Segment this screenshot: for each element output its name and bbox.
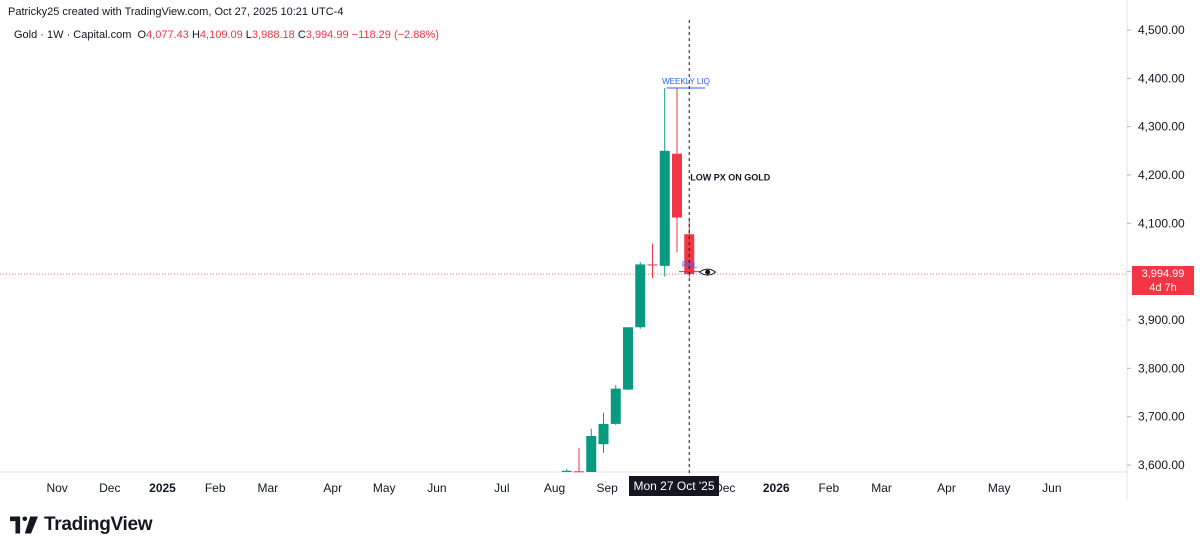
eye-pupil [705,269,711,275]
x-tick-label: Mar [871,481,892,495]
low-value: 3,988.18 [251,29,295,41]
current-price-badge: 3,994.99 4d 7h [1132,266,1194,295]
low-px-on-gold-note: LOW PX ON GOLD [690,172,770,182]
low-label: L [245,29,252,41]
close-value: 3,994.99 [305,29,349,41]
candle-body [574,471,584,473]
x-tick-label: Jun [427,481,446,495]
candle[interactable] [610,385,621,425]
crosshair-date-badge: Mon 27 Oct '25 [629,476,719,496]
x-tick-label: Nov [46,481,67,495]
candle[interactable] [598,412,609,453]
y-tick-label: 3,600.00 [1138,458,1185,472]
x-tick-label: Apr [323,481,342,495]
ohlc-legend: Gold · 1W · Capital.com O4,077.43 H4,109… [14,29,439,41]
x-tick-label: Apr [937,481,956,495]
candle[interactable] [623,327,633,391]
candle-body [672,153,682,218]
tradingview-wordmark: TradingView [44,514,153,535]
high-value: 4,109.09 [199,29,243,41]
symbol-info[interactable]: Gold · 1W · Capital.com [14,29,132,41]
candle[interactable] [561,468,572,472]
y-tick-label: 4,500.00 [1138,23,1185,37]
open-value: 4,077.43 [146,29,189,41]
tradingview-logo-icon [10,516,38,534]
current-price-value: 3,994.99 [1141,268,1185,280]
y-tick-label: 4,300.00 [1138,120,1185,134]
x-tick-label: Sep [596,481,618,495]
x-tick-label: May [373,481,396,495]
candle[interactable] [635,262,646,329]
change-value: −118.29 (−2.88%) [351,29,439,41]
y-tick-label: 4,100.00 [1138,216,1185,230]
candle-body [610,388,621,424]
x-tick-label: Jul [494,481,509,495]
candle[interactable] [574,448,584,473]
pdl-label: PDL [682,261,698,270]
candle-body [598,423,609,445]
tradingview-brand[interactable]: TradingView [10,514,153,536]
candle-body [647,264,658,266]
candle[interactable] [659,88,670,277]
x-tick-label: Dec [99,481,120,495]
weekly-liq-label: WEEKLY LIQ [662,77,710,86]
chart-author-line: Patricky25 created with TradingView.com,… [8,6,344,18]
high-label: H [191,29,200,41]
y-tick-label: 3,900.00 [1138,313,1185,327]
x-tick-label: Aug [544,481,565,495]
candle[interactable] [672,88,682,253]
x-tick-label: Dec [714,481,735,495]
bar-countdown: 4d 7h [1149,282,1177,294]
x-tick-label: Feb [819,481,840,495]
close-label: C [297,29,306,41]
candle-body [659,150,670,266]
y-tick-label: 3,700.00 [1138,410,1185,424]
x-tick-label: Feb [205,481,226,495]
candle-body [635,264,646,328]
open-label: O [137,29,147,41]
candle[interactable] [586,428,597,472]
x-tick-label: Jun [1042,481,1061,495]
x-tick-label: 2026 [763,481,790,495]
candle-body [623,327,633,390]
x-tick-label: 2025 [149,481,176,495]
x-tick-label: May [988,481,1011,495]
x-tick-label: Mar [258,481,279,495]
candle[interactable] [647,243,658,278]
y-tick-label: 4,200.00 [1138,168,1185,182]
eye-icon[interactable] [698,268,717,276]
y-tick-label: 3,800.00 [1138,361,1185,375]
y-tick-label: 4,400.00 [1138,71,1185,85]
candle-body [561,470,572,472]
candle-body [586,436,597,472]
